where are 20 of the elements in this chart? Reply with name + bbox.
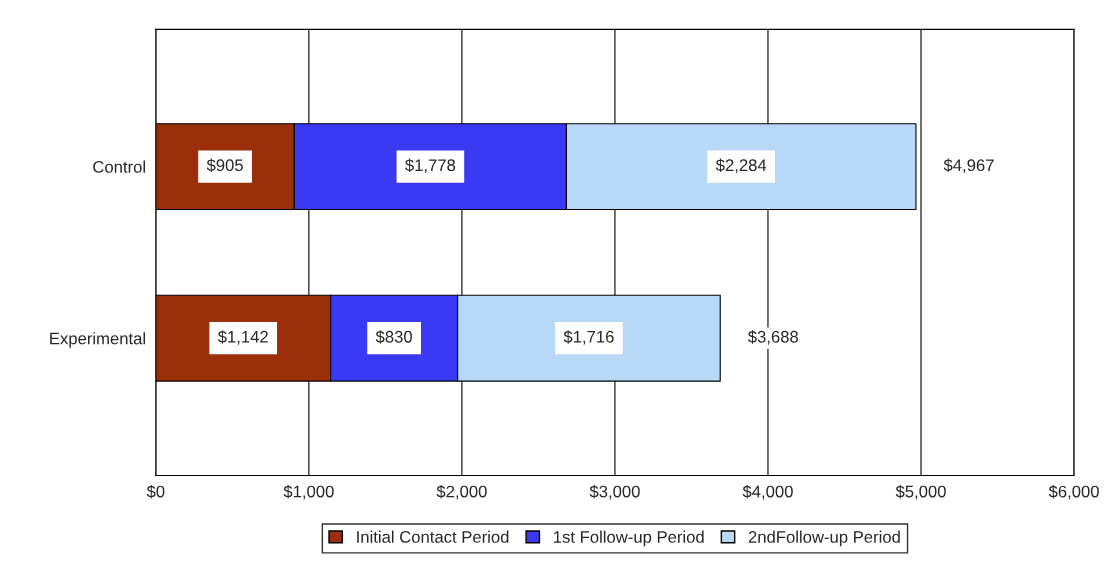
- data-label: $830: [375, 330, 412, 344]
- y-tick-label: Control: [93, 160, 145, 173]
- x-tick-label: $3,000: [589, 484, 640, 500]
- data-label: $905: [206, 158, 243, 173]
- legend-label: 2ndFollow-up Period: [748, 530, 900, 547]
- x-tick-label: $5,000: [895, 484, 946, 500]
- x-tick-label: $4,000: [742, 484, 793, 500]
- legend-label: Initial Contact Period: [357, 530, 509, 543]
- x-tick-label: $1,000: [283, 484, 334, 500]
- x-tick-label: $6,000: [1048, 484, 1099, 500]
- y-tick-label: Experimental: [50, 332, 145, 348]
- data-label: $1,142: [217, 330, 268, 345]
- data-label: $1,778: [405, 158, 456, 174]
- x-tick-label: $2,000: [436, 484, 487, 500]
- total-label: $3,688: [747, 330, 799, 345]
- data-label: $1,716: [563, 330, 614, 345]
- legend-label: 1st Follow-up Period: [554, 530, 704, 547]
- x-tick-label: $0: [146, 484, 165, 499]
- total-label: $4,967: [943, 158, 994, 174]
- data-label: $2,284: [715, 158, 767, 174]
